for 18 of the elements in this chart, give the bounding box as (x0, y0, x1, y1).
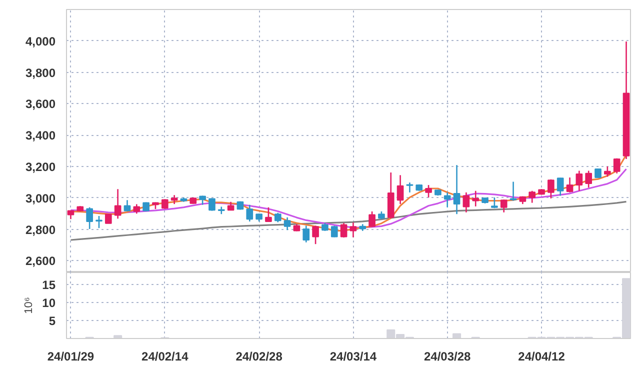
y-tick-label: 5 (48, 314, 56, 328)
y-tick-label: 3,000 (25, 191, 56, 206)
y-tick-label: 10 (42, 296, 56, 310)
x-tick-label: 24/04/12 (518, 350, 566, 364)
x-tick-label: 24/02/28 (236, 350, 283, 364)
y-axis-title: 10⁶ (23, 297, 36, 314)
x-tick-label: 24/01/29 (47, 350, 94, 364)
x-tick-label: 24/03/28 (424, 350, 472, 364)
y-tick-label: 2,600 (25, 254, 56, 268)
y-tick-label: 3,200 (25, 160, 56, 174)
y-tick-label: 3,800 (25, 66, 56, 80)
y-tick-label: 15 (42, 278, 56, 292)
y-tick-label: 2,800 (25, 222, 56, 237)
x-tick-label: 24/03/14 (330, 350, 377, 364)
y-tick-label: 4,000 (25, 34, 56, 48)
x-tick-label: 24/02/14 (142, 350, 189, 364)
y-tick-label: 3,600 (25, 97, 56, 112)
y-tick-label: 3,400 (25, 128, 56, 143)
